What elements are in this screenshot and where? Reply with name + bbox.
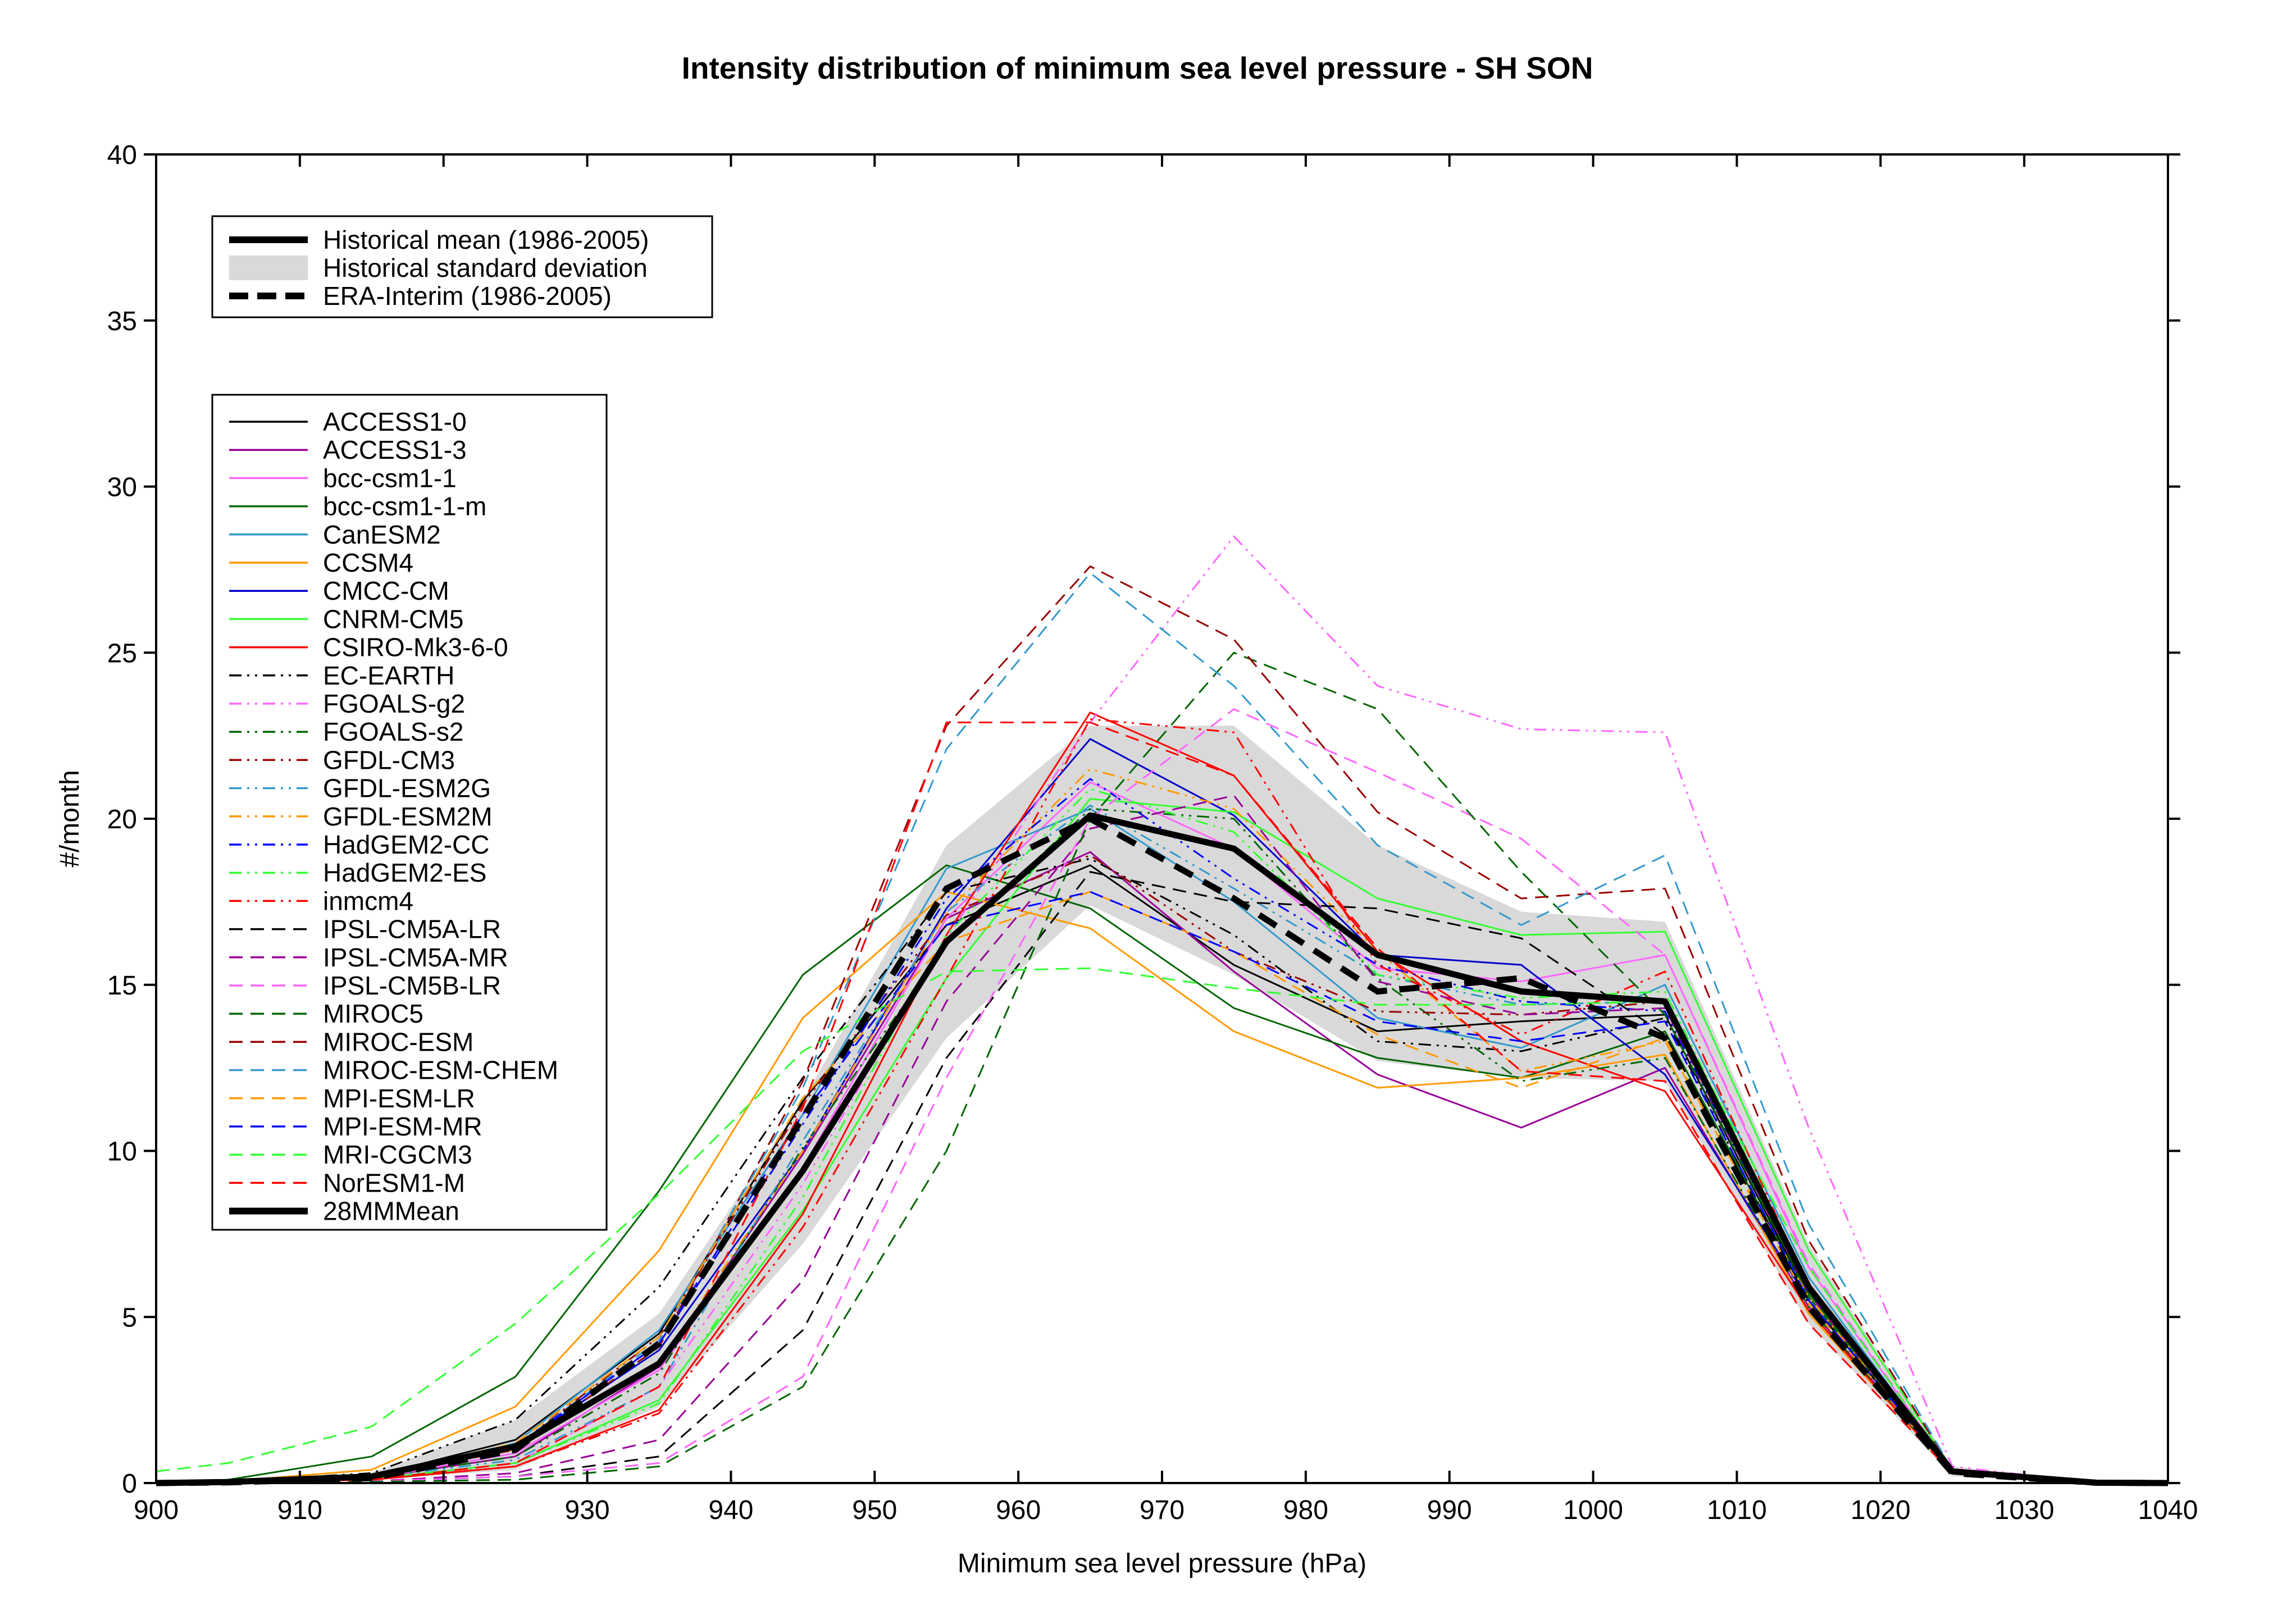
x-tick-label-12: 1020 [1851,1495,1911,1525]
legend-label-15: HadGEM2-CC [323,830,490,859]
legend-label-11: FGOALS-s2 [323,717,464,746]
x-tick-label-2: 920 [421,1495,466,1525]
x-tick-label-6: 960 [996,1495,1041,1525]
series-line-13 [156,804,2168,1484]
legend-label-12: GFDL-CM3 [323,745,455,774]
std-band-layer [156,726,2168,1483]
legend-label-21: MIROC5 [323,999,423,1028]
x-tick-label-5: 950 [852,1495,897,1525]
legend-label-18: IPSL-CM5A-LR [323,915,501,944]
x-tick-label-14: 1040 [2138,1495,2198,1525]
legend-label-8: CSIRO-Mk3-6-0 [323,633,508,662]
y-tick-label-2: 10 [107,1137,137,1167]
legend-label-7: CNRM-CM5 [323,604,463,633]
y-tick-label-0: 0 [122,1469,137,1499]
legend-label-1: ACCESS1-3 [323,435,467,464]
x-axis: 900 910 920 930 940 950 960 970 980 990 1000 1010 10… [134,154,2198,1525]
legend-label-10: FGOALS-g2 [323,689,465,718]
y-tick-label-7: 35 [107,307,137,336]
legend-top-label-2: ERA-Interim (1986-2005) [323,281,612,311]
legend-label-13: GFDL-ESM2G [323,774,491,803]
y-tick-label-8: 40 [107,140,137,170]
x-tick-label-9: 990 [1427,1495,1472,1525]
legend-top: Historical mean (1986-2005)Historical st… [211,215,713,318]
legend-models: ACCESS1-0ACCESS1-3bcc-csm1-1bcc-csm1-1-m… [211,394,608,1231]
y-tick-label-3: 15 [107,971,137,1001]
legend-label-16: HadGEM2-ES [323,858,486,887]
legend-label-14: GFDL-ESM2M [323,802,493,831]
legend-label-26: MRI-CGCM3 [323,1140,472,1169]
legend-label-20: IPSL-CM5B-LR [323,971,501,1000]
y-tick-label-4: 20 [107,805,137,834]
y-axis: 0 5 10 15 20 25 30 35 40 [107,140,2180,1499]
x-tick-label-1: 910 [277,1495,322,1525]
series-line-2 [156,781,2168,1484]
legend-label-6: CMCC-CM [323,576,449,605]
era-interim-line [156,815,2169,1486]
historical-mean-line [156,812,2169,1486]
legend-label-28: 28MMMean [323,1197,459,1226]
x-tick-label-3: 930 [565,1495,610,1525]
legend-label-27: NorESM1-M [323,1168,465,1197]
legend-label-0: ACCESS1-0 [323,407,467,436]
legend-label-25: MPI-ESM-MR [323,1112,482,1141]
y-tick-label-6: 30 [107,473,137,503]
std-band [156,726,2168,1483]
x-tick-label-8: 980 [1283,1495,1328,1525]
x-tick-label-0: 900 [134,1495,179,1525]
legend-top-label-1: Historical standard deviation [323,253,648,282]
y-tick-label-1: 5 [122,1303,137,1333]
legend-label-4: CanESM2 [323,520,441,549]
legend-label-2: bcc-csm1-1 [323,463,457,492]
x-tick-label-13: 1030 [1994,1495,2054,1525]
y-tick-label-5: 25 [107,638,137,668]
x-tick-label-7: 970 [1140,1495,1185,1525]
legend-top-swatch-1 [229,256,308,280]
series-line-26 [156,967,2168,1484]
legend-label-5: CCSM4 [323,548,413,577]
x-axis-label: Minimum sea level pressure (hPa) [958,1549,1366,1579]
x-tick-label-11: 1010 [1707,1495,1767,1525]
mean-layer [156,812,2169,1486]
legend-label-3: bcc-csm1-1-m [323,492,486,521]
legend-label-17: inmcm4 [323,886,413,915]
legend-label-23: MIROC-ESM-CHEM [323,1056,558,1085]
legend-label-24: MPI-ESM-LR [323,1084,475,1113]
legend-label-19: IPSL-CM5A-MR [323,943,508,972]
y-axis-label: #/month [55,770,85,867]
legend-label-9: EC-EARTH [323,661,454,690]
x-tick-label-10: 1000 [1563,1495,1623,1525]
chart-title: Intensity distribution of minimum sea le… [682,51,1593,85]
x-tick-label-4: 940 [708,1495,753,1525]
legend-top-label-0: Historical mean (1986-2005) [323,225,649,254]
legend-label-22: MIROC-ESM [323,1027,473,1056]
